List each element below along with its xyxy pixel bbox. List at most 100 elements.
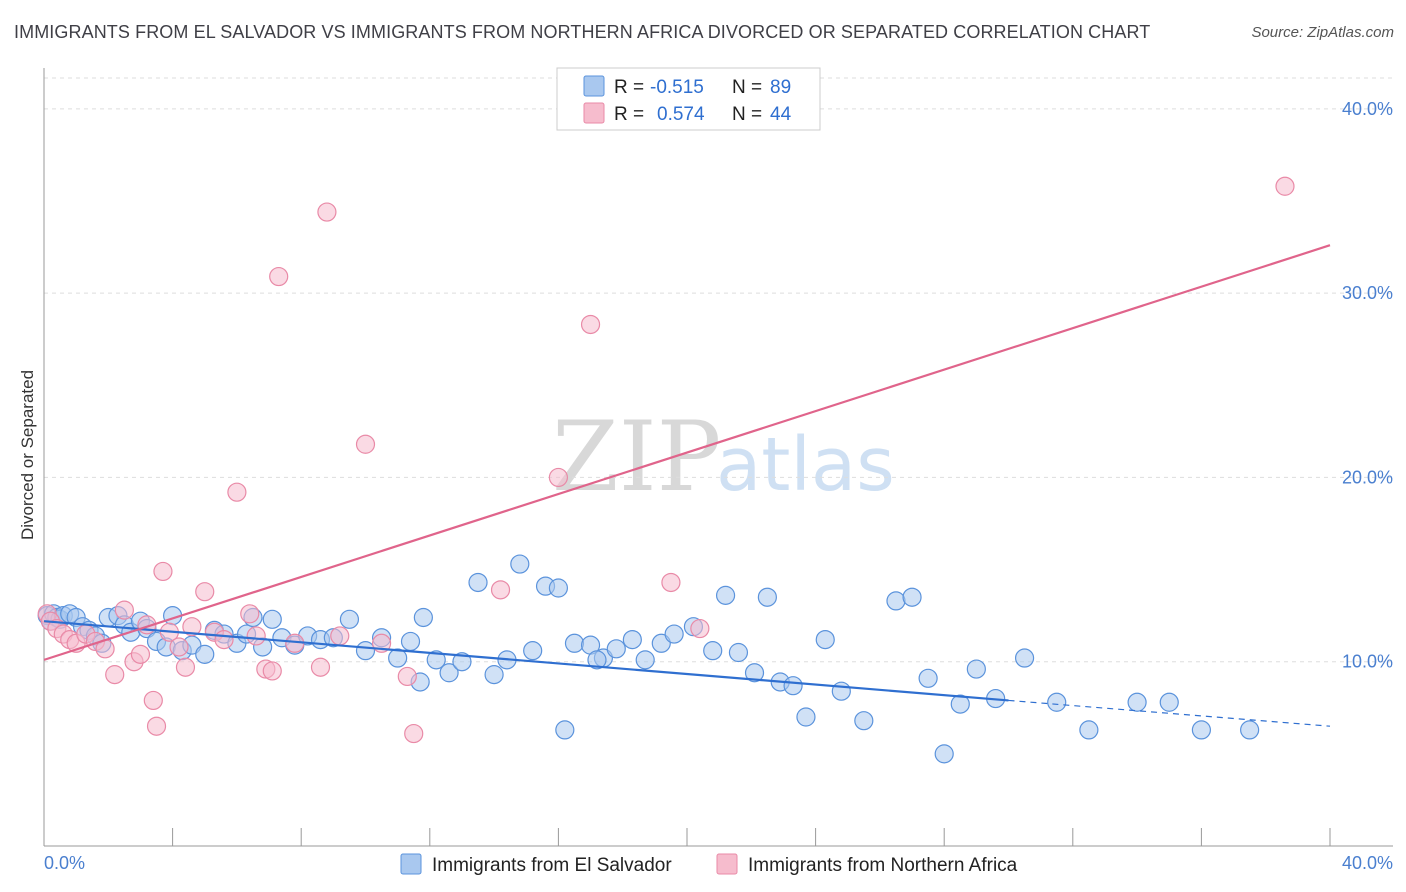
legend-n-label-1: N = [732, 77, 762, 98]
point-el-salvador-52 [564, 633, 585, 653]
point-el-salvador-36 [339, 609, 360, 629]
point-el-salvador-69 [815, 629, 835, 650]
point-el-salvador-62 [715, 585, 736, 605]
point-el-salvador-55 [606, 639, 626, 659]
bottom-legend-swatch-blue [400, 853, 422, 875]
bottom-legend-swatch-pink [716, 853, 738, 875]
trend-lines [43, 244, 1331, 727]
point-northern-africa-15 [146, 716, 167, 736]
point-northern-africa-19 [175, 657, 196, 677]
point-el-salvador-49 [523, 641, 543, 661]
point-el-salvador-77 [966, 659, 986, 679]
point-northern-africa-20 [182, 617, 202, 637]
point-northern-africa-18 [169, 637, 189, 657]
point-northern-africa-41 [661, 572, 681, 593]
point-northern-africa-31 [310, 657, 331, 677]
point-el-salvador-88 [587, 650, 607, 670]
legend-r-label-1: R = [614, 77, 644, 98]
point-northern-africa-26 [246, 626, 266, 646]
y-tick-label-30: 30.0% [1342, 283, 1393, 303]
x-tick-label-max: 40.0% [1342, 853, 1393, 873]
point-northern-africa-10 [114, 600, 134, 620]
point-northern-africa-9 [105, 665, 125, 685]
axes [43, 68, 1393, 847]
point-el-salvador-76 [950, 694, 970, 714]
point-el-salvador-59 [664, 624, 684, 644]
x-ticks [43, 828, 1331, 846]
y-axis-label: Divorced or Separated [18, 370, 37, 540]
point-el-salvador-81 [1079, 720, 1099, 740]
y-tick-label-40: 40.0% [1342, 99, 1393, 119]
point-northern-africa-32 [317, 202, 337, 222]
point-el-salvador-70 [831, 681, 851, 701]
bottom-legend-label-northern-africa: Immigrants from Northern Africa [748, 855, 1018, 876]
point-northern-africa-39 [548, 467, 569, 488]
point-northern-africa-38 [490, 580, 511, 600]
point-el-salvador-79 [1014, 648, 1035, 668]
legend-swatch-blue [583, 75, 605, 97]
point-el-salvador-82 [1127, 692, 1147, 712]
point-el-salvador-39 [388, 648, 408, 668]
point-el-salvador-63 [728, 642, 749, 663]
y-tick-label-20: 20.0% [1342, 467, 1393, 487]
point-el-salvador-61 [703, 641, 723, 661]
point-el-salvador-48 [510, 554, 530, 574]
point-el-salvador-51 [548, 578, 569, 598]
point-northern-africa-16 [153, 561, 173, 582]
series-northern-africa-points [37, 176, 1295, 744]
point-northern-africa-33 [330, 626, 350, 646]
point-northern-africa-14 [143, 690, 163, 711]
point-northern-africa-36 [397, 666, 417, 687]
gridlines [44, 77, 1393, 663]
point-northern-africa-40 [580, 314, 601, 335]
point-el-salvador-72 [886, 591, 906, 611]
point-northern-africa-43 [1275, 176, 1295, 196]
trend-line-el-salvador-extension [1008, 699, 1331, 727]
legend-n-value-1: 89 [770, 77, 791, 98]
point-el-salvador-83 [1159, 692, 1179, 712]
point-northern-africa-21 [195, 582, 215, 602]
legend-r-label-2: R = [614, 104, 644, 125]
point-el-salvador-41 [413, 607, 433, 628]
point-el-salvador-65 [757, 587, 777, 607]
point-northern-africa-25 [240, 604, 260, 624]
series-legend: Immigrants from El Salvador Immigrants f… [400, 853, 1018, 876]
point-northern-africa-34 [355, 434, 376, 454]
point-el-salvador-73 [902, 587, 922, 607]
correlation-legend: R = -0.515 N = 89 R = 0.574 N = 44 [556, 67, 821, 131]
point-el-salvador-23 [195, 644, 215, 664]
point-el-salvador-74 [918, 668, 938, 688]
point-el-salvador-46 [484, 665, 504, 685]
point-el-salvador-67 [783, 676, 803, 696]
point-northern-africa-12 [130, 644, 151, 664]
watermark-atlas: atlas [716, 422, 895, 508]
legend-n-label-2: N = [732, 104, 762, 125]
legend-r-value-2: 0.574 [657, 104, 705, 125]
point-el-salvador-80 [1047, 692, 1067, 712]
trend-line-el-salvador [43, 620, 1009, 702]
bottom-legend-label-el-salvador: Immigrants from El Salvador [432, 855, 672, 876]
point-northern-africa-37 [404, 723, 424, 744]
point-el-salvador-64 [744, 663, 765, 683]
point-el-salvador-71 [854, 711, 874, 731]
point-el-salvador-30 [262, 609, 282, 629]
chart-title: IMMIGRANTS FROM EL SALVADOR VS IMMIGRANT… [14, 22, 1151, 42]
source-credit: Source: ZipAtlas.com [1251, 24, 1394, 41]
point-northern-africa-42 [690, 618, 710, 639]
legend-r-value-1: -0.515 [650, 77, 704, 98]
point-el-salvador-44 [452, 652, 472, 672]
point-el-salvador-37 [355, 641, 376, 661]
point-northern-africa-29 [269, 266, 289, 287]
y-tick-labels: 10.0% 20.0% 30.0% 40.0% [1342, 99, 1393, 672]
point-el-salvador-57 [635, 650, 655, 670]
x-tick-label-min: 0.0% [44, 853, 85, 873]
point-northern-africa-23 [214, 629, 234, 650]
trend-line-northern-africa [43, 244, 1331, 661]
series-el-salvador-points [37, 554, 1260, 764]
point-el-salvador-45 [468, 572, 488, 593]
point-el-salvador-84 [1191, 720, 1212, 740]
y-tick-label-10: 10.0% [1342, 652, 1393, 672]
point-el-salvador-56 [622, 629, 642, 650]
point-el-salvador-85 [1240, 720, 1260, 740]
